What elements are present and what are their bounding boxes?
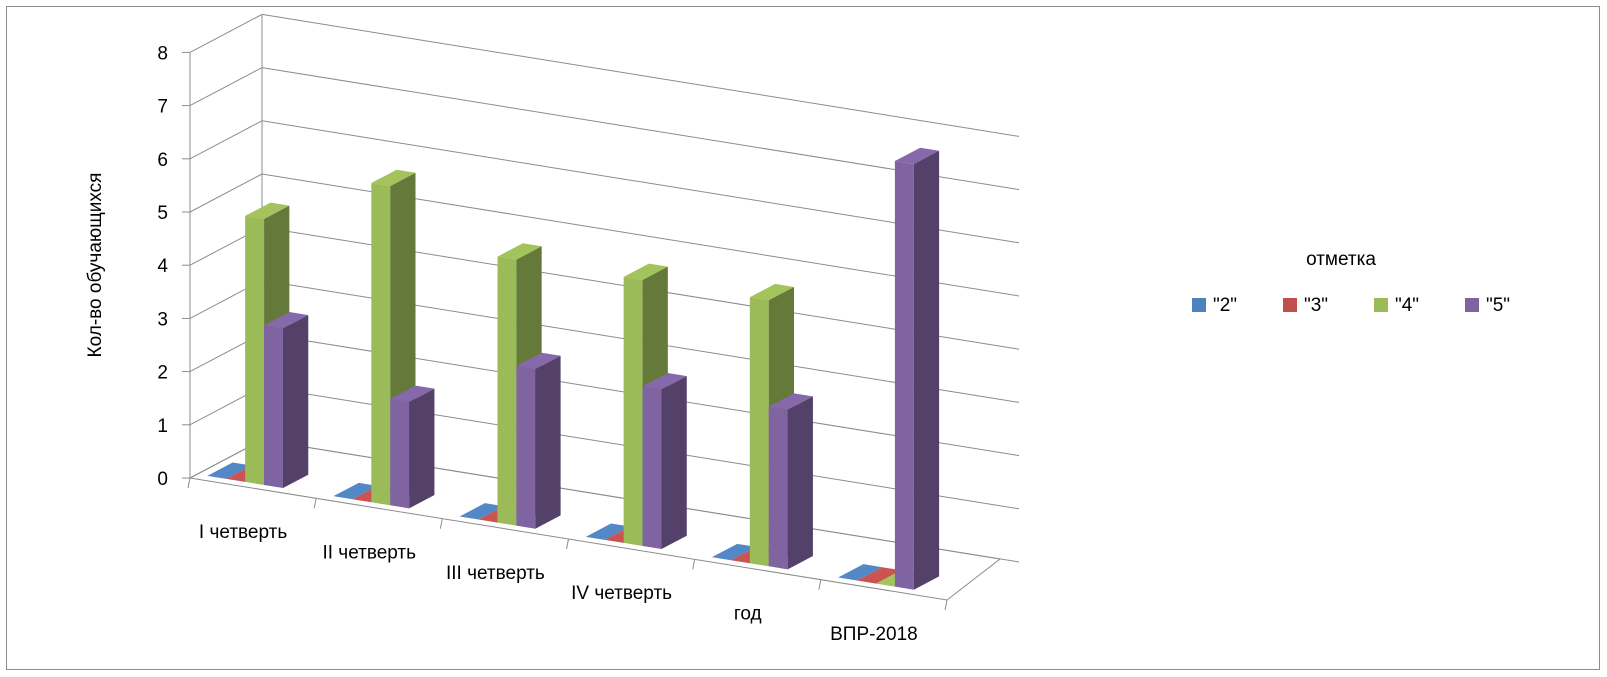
bar-top <box>497 243 542 260</box>
bar-top <box>642 373 687 390</box>
x-tick-mark <box>187 477 191 489</box>
floor-outline <box>188 439 1002 601</box>
bar-4-5 <box>768 393 813 570</box>
bar-top <box>894 147 940 165</box>
bar-front <box>371 183 391 506</box>
gridlines <box>182 13 1020 611</box>
bar-top <box>838 564 883 581</box>
bar-top <box>264 312 309 329</box>
bar-top <box>390 385 435 402</box>
legend-title: отметка <box>1306 249 1376 270</box>
bar-top <box>371 169 416 187</box>
side-gridline <box>189 67 263 107</box>
side-gridline <box>189 173 263 213</box>
bar-front <box>264 325 283 489</box>
bar-2-6 <box>857 567 902 584</box>
y-tick-label: 8 <box>157 43 168 64</box>
y-tick-label: 5 <box>157 203 168 224</box>
y-tick-label: 0 <box>157 469 168 490</box>
bar-top <box>585 523 630 540</box>
bar-4-3 <box>516 352 561 529</box>
x-tick-mark <box>439 518 443 529</box>
legend-label: "4" <box>1395 295 1419 316</box>
x-tick-label: год <box>734 604 762 625</box>
bar-top <box>623 263 668 280</box>
x-tick-label: III четверть <box>446 563 545 584</box>
bar-front <box>516 366 536 529</box>
bar-top <box>459 503 504 520</box>
bar-1-2 <box>333 482 378 500</box>
bar-4-6 <box>894 147 940 590</box>
bar-front <box>390 398 410 509</box>
bar-top <box>857 567 902 584</box>
y-tick-label: 6 <box>157 150 168 171</box>
gridline <box>261 120 1020 244</box>
bar-side <box>409 388 435 509</box>
y-tick-label: 1 <box>157 416 168 437</box>
bar-4-1 <box>264 312 309 489</box>
x-tick-mark <box>818 579 822 590</box>
bar-top <box>245 202 290 219</box>
bar-top <box>749 283 795 301</box>
bar-front <box>623 276 643 546</box>
bar-front <box>894 161 914 590</box>
x-tick-label: II четверть <box>322 543 416 564</box>
chart-floor <box>188 439 1002 601</box>
bar-side <box>913 150 940 590</box>
legend: отметка "2" "3" "4" "5" <box>1192 249 1510 316</box>
bar-front <box>749 297 769 567</box>
y-axis-ticks: 0 1 2 3 4 5 6 7 8 <box>157 43 168 490</box>
y-tick-label: 4 <box>157 256 168 277</box>
bar-front <box>245 215 265 485</box>
gridline <box>261 13 1020 137</box>
x-tick-mark <box>313 498 317 509</box>
legend-label: "3" <box>1304 295 1328 316</box>
x-tick-label: IV четверть <box>571 583 672 604</box>
bar-side <box>282 315 309 489</box>
bar-1-4 <box>585 523 630 540</box>
bar-4-4 <box>642 373 687 550</box>
bar-front <box>497 256 517 526</box>
bar-top <box>768 393 813 410</box>
bar-side <box>535 355 561 529</box>
bar-side <box>787 396 813 570</box>
bar-top <box>207 462 252 479</box>
x-axis-ticks: I четверть II четверть III четверть IV четв… <box>199 522 918 645</box>
y-tick-label: 7 <box>157 97 168 118</box>
legend-swatch <box>1465 298 1479 312</box>
legend-swatch <box>1374 298 1388 312</box>
legend-swatch <box>1192 298 1206 312</box>
bar-1-3 <box>459 503 504 520</box>
x-tick-mark <box>566 538 569 550</box>
bar-1-1 <box>207 462 252 479</box>
bar-1-6 <box>838 564 883 581</box>
x-tick-mark <box>692 559 696 570</box>
y-axis-title: Кол-во обучающихся <box>85 173 106 358</box>
side-gridline <box>189 13 263 53</box>
y-tick-label: 2 <box>157 363 168 384</box>
legend-swatch <box>1283 298 1297 312</box>
gridline <box>261 67 1020 191</box>
bar-top <box>711 543 757 561</box>
legend-label: "2" <box>1213 295 1237 316</box>
bar-front <box>642 386 662 550</box>
bar-top <box>333 482 378 500</box>
bar-top <box>516 352 561 370</box>
x-tick-label: ВПР-2018 <box>830 624 918 645</box>
side-gridline <box>189 120 263 160</box>
y-tick-label: 3 <box>157 309 168 330</box>
legend-label: "5" <box>1486 295 1510 316</box>
x-tick-label: I четверть <box>199 522 287 543</box>
bar-front <box>768 406 788 570</box>
bar-4-2 <box>390 385 435 509</box>
bar-1-5 <box>711 543 757 561</box>
x-tick-mark <box>944 599 948 611</box>
bar-side <box>661 376 687 550</box>
bars <box>207 147 940 590</box>
